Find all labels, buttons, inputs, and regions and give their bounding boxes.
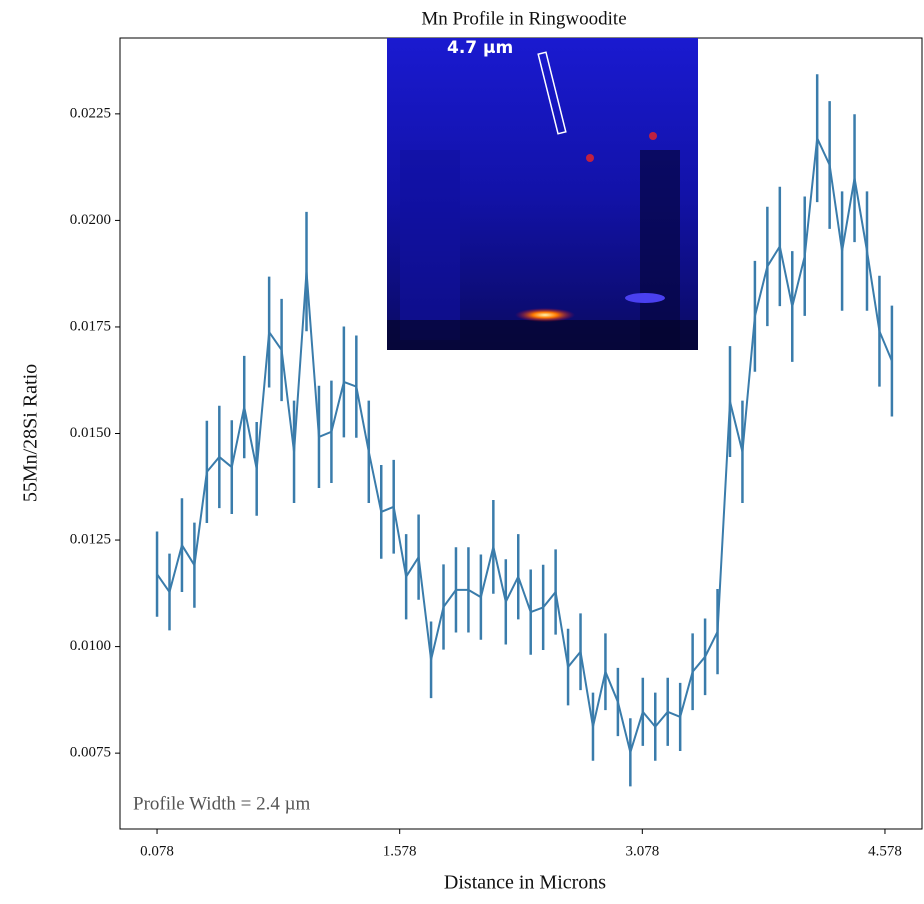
inset-shade <box>640 150 680 350</box>
inset-hotspot <box>625 293 665 303</box>
x-tick-label: 3.078 <box>625 843 659 859</box>
inset-image: 4.7 µm <box>387 38 698 350</box>
y-tick-label: 0.0075 <box>70 745 111 761</box>
y-tick-label: 0.0225 <box>70 105 111 121</box>
inset-shade <box>387 320 698 350</box>
y-axis-label: 55Mn/28Si Ratio <box>20 364 42 502</box>
chart-title: Mn Profile in Ringwoodite <box>421 8 626 29</box>
x-axis-label: Distance in Microns <box>444 872 606 894</box>
y-tick-label: 0.0150 <box>70 425 111 441</box>
profile-box <box>537 51 567 135</box>
x-tick-label: 4.578 <box>868 843 902 859</box>
x-tick-label: 1.578 <box>383 843 417 859</box>
inset-shade <box>400 150 460 340</box>
y-tick-label: 0.0200 <box>70 212 111 228</box>
y-tick-label: 0.0100 <box>70 638 111 654</box>
annotation: Profile Width = 2.4 µm <box>133 793 311 814</box>
inset-hotspot <box>649 132 657 140</box>
inset-label: 4.7 µm <box>447 38 513 58</box>
data-line <box>156 134 893 757</box>
inset-hotspot <box>515 308 575 322</box>
x-tick-label: 0.078 <box>140 843 174 859</box>
inset-hotspot <box>586 154 594 162</box>
y-tick-label: 0.0175 <box>70 318 111 334</box>
y-tick-label: 0.0125 <box>70 531 111 547</box>
